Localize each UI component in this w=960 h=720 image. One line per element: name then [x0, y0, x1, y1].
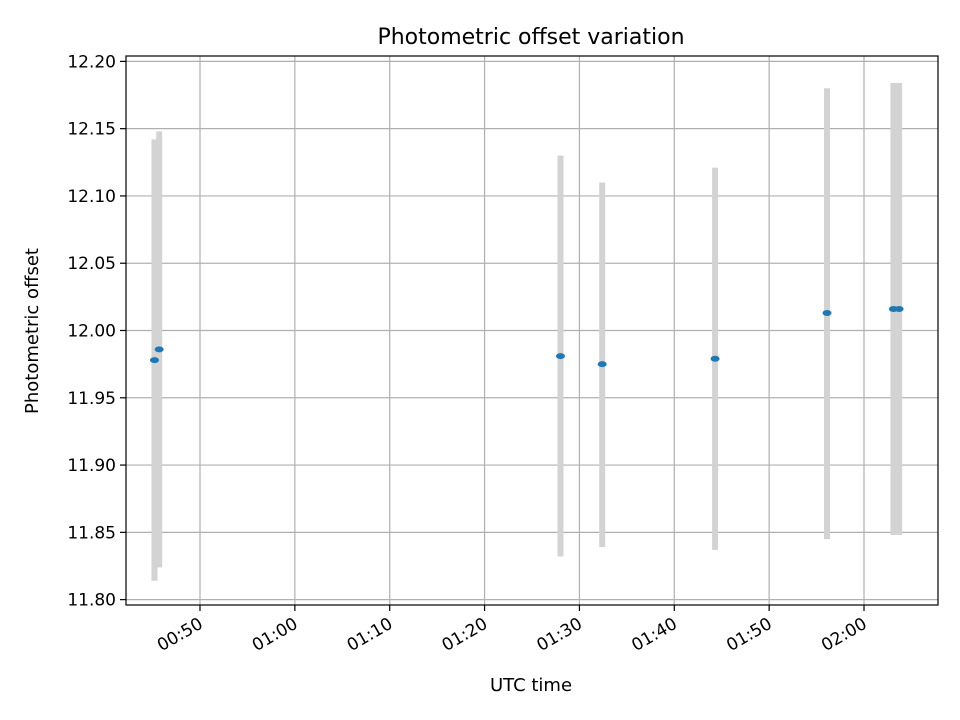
- data-point: [710, 355, 720, 362]
- y-tick-label: 12.00: [67, 322, 116, 342]
- y-tick-label: 12.05: [67, 254, 116, 274]
- x-tick-label: 01:00: [249, 614, 301, 656]
- data-point: [149, 357, 159, 364]
- y-axis-ticks: 11.80 11.85 11.90 11.95 12.00 12.05 12.10 12.15…: [67, 52, 126, 611]
- x-tick-label: 01:10: [344, 614, 396, 656]
- x-tick-label: 02:00: [818, 614, 870, 656]
- data-point: [597, 361, 607, 368]
- data-point: [555, 353, 565, 360]
- x-tick-label: 01:40: [628, 614, 680, 656]
- data-point: [894, 305, 904, 312]
- y-tick-label: 11.80: [67, 591, 116, 611]
- y-tick-label: 12.10: [67, 187, 116, 207]
- x-axis-ticks: 00:50 01:00 01:10 01:20 01:30 01:40 01:50 02:00: [154, 605, 871, 656]
- y-axis-label: Photometric offset: [22, 248, 43, 414]
- error-bars: [151, 82, 903, 581]
- y-tick-label: 12.20: [67, 52, 116, 72]
- y-tick-label: 11.90: [67, 456, 116, 476]
- x-tick-label: 01:20: [439, 614, 491, 656]
- data-points: [149, 305, 904, 368]
- x-tick-label: 00:50: [154, 614, 206, 656]
- y-tick-label: 11.95: [67, 389, 116, 409]
- data-point: [822, 310, 832, 317]
- x-tick-label: 01:50: [723, 614, 775, 656]
- grid-lines: [126, 56, 938, 605]
- x-tick-label: 01:30: [533, 614, 585, 656]
- y-tick-label: 11.85: [67, 523, 116, 543]
- chart-title: Photometric offset variation: [377, 25, 684, 50]
- y-tick-label: 12.15: [67, 120, 116, 140]
- x-axis-label: UTC time: [490, 675, 572, 696]
- data-point: [154, 346, 164, 353]
